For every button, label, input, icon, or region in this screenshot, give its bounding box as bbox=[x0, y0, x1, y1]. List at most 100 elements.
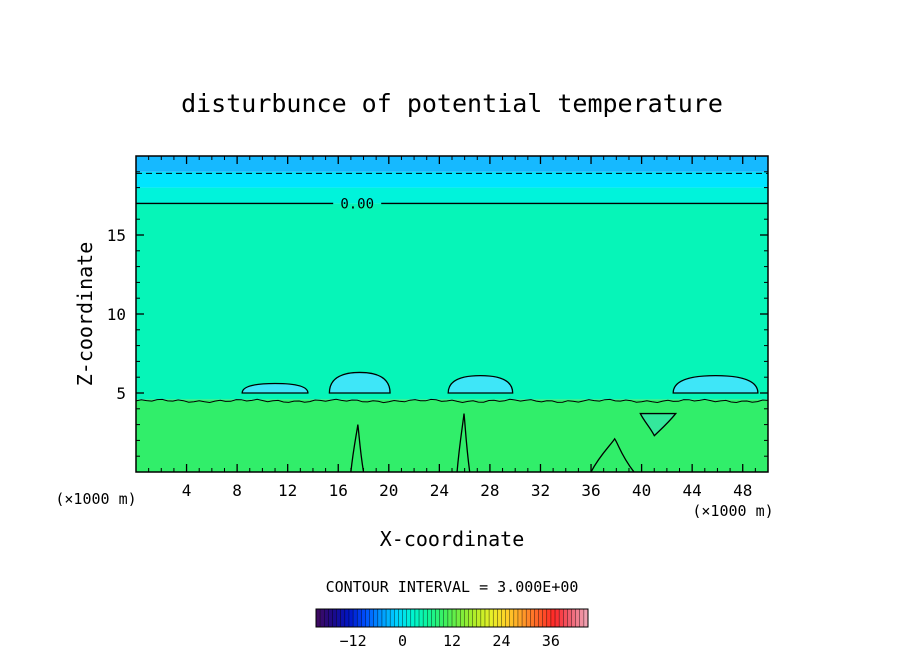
colorbar-swatch bbox=[427, 609, 432, 627]
colorbar-swatch bbox=[447, 609, 453, 627]
x-tick-label: 20 bbox=[379, 481, 398, 500]
colorbar-swatch bbox=[509, 609, 515, 627]
colorbar-swatch bbox=[452, 609, 457, 627]
x-tick-label: 12 bbox=[278, 481, 297, 500]
colorbar-swatch bbox=[353, 609, 358, 627]
colorbar-swatch bbox=[567, 609, 572, 627]
colorbar-swatch bbox=[381, 609, 387, 627]
field-band-1 bbox=[136, 203, 768, 400]
colorbar-swatch bbox=[456, 609, 461, 627]
colorbar-swatch bbox=[559, 609, 564, 627]
colorbar-swatch bbox=[563, 609, 568, 627]
colorbar-swatch bbox=[390, 609, 395, 627]
contour-label: 0.00 bbox=[340, 196, 374, 212]
y-axis-label: Z-coordinate bbox=[73, 242, 97, 387]
colorbar-swatch bbox=[324, 609, 329, 627]
y-tick-label: 15 bbox=[107, 226, 126, 245]
colorbar-swatch bbox=[332, 609, 337, 627]
feature-contour-lobe-7 bbox=[639, 412, 678, 437]
field-band-0 bbox=[136, 399, 768, 472]
colorbar-swatch bbox=[344, 609, 350, 627]
colorbar-swatch bbox=[316, 609, 321, 627]
x-tick-label: 4 bbox=[182, 481, 192, 500]
feature-cool-bubble-1 bbox=[328, 371, 391, 394]
field-shading bbox=[136, 156, 768, 472]
colorbar-swatch bbox=[402, 609, 407, 627]
colorbar-tick-label: 24 bbox=[492, 632, 510, 650]
colorbar-swatch bbox=[419, 609, 424, 627]
colorbar-swatch bbox=[340, 609, 346, 627]
colorbar-swatch bbox=[377, 609, 383, 627]
colorbar-tick-label: 36 bbox=[542, 632, 560, 650]
colorbar-swatch bbox=[526, 609, 531, 627]
x-tick-label: 24 bbox=[430, 481, 449, 500]
x-tick-label: 48 bbox=[733, 481, 752, 500]
x-unit-left: (×1000 m) bbox=[55, 490, 136, 508]
colorbar-swatch bbox=[365, 609, 370, 627]
colorbar-swatch bbox=[497, 609, 502, 627]
colorbar-swatch bbox=[336, 609, 341, 627]
x-tick-label: 8 bbox=[232, 481, 242, 500]
colorbar-swatch bbox=[484, 609, 490, 627]
colorbar-swatch bbox=[579, 609, 585, 627]
field-band-3 bbox=[136, 171, 768, 188]
colorbar-swatch bbox=[373, 609, 379, 627]
feature-cool-bubble-3 bbox=[672, 374, 759, 394]
colorbar-swatch bbox=[534, 609, 539, 627]
colorbar-swatch bbox=[555, 609, 560, 627]
feature-contour-plume-4 bbox=[350, 424, 365, 472]
contour-lines: 0.00 bbox=[136, 172, 768, 472]
x-tick-label: 40 bbox=[632, 481, 651, 500]
field-band-2 bbox=[136, 187, 768, 204]
colorbar-swatch bbox=[472, 609, 477, 627]
colorbar-swatch bbox=[460, 609, 465, 627]
chart-title: disturbunce of potential temperature bbox=[181, 89, 723, 118]
y-axis: 5 10 15 bbox=[107, 171, 768, 457]
colorbar-swatch bbox=[505, 609, 510, 627]
colorbar-swatch bbox=[476, 609, 482, 627]
colorbar-swatch bbox=[431, 609, 436, 627]
contour-interval-note: CONTOUR INTERVAL = 3.000E+00 bbox=[326, 578, 579, 596]
colorbar: −12 0 12 24 36 bbox=[315, 608, 589, 650]
x-tick-label: 32 bbox=[531, 481, 550, 500]
colorbar-swatch bbox=[489, 609, 494, 627]
x-tick-label: 36 bbox=[581, 481, 600, 500]
colorbar-tick-label: −12 bbox=[340, 632, 367, 650]
colorbar-swatch bbox=[357, 609, 362, 627]
colorbar-swatch bbox=[501, 609, 506, 627]
colorbar-swatch bbox=[423, 609, 428, 627]
colorbar-swatch bbox=[394, 609, 399, 627]
colorbar-swatch bbox=[517, 609, 523, 627]
colorbar-swatch bbox=[439, 609, 444, 627]
colorbar-swatch bbox=[410, 609, 416, 627]
colorbar-swatch bbox=[530, 609, 535, 627]
feature-cool-bubble-0 bbox=[241, 382, 309, 394]
x-tick-label: 28 bbox=[480, 481, 499, 500]
colorbar-swatch bbox=[522, 609, 527, 627]
colorbar-swatch bbox=[513, 609, 519, 627]
colorbar-swatch bbox=[493, 609, 498, 627]
x-tick-label: 44 bbox=[683, 481, 702, 500]
colorbar-swatch bbox=[386, 609, 391, 627]
colorbar-swatch bbox=[468, 609, 473, 627]
colorbar-swatch bbox=[320, 609, 325, 627]
colorbar-tick-label: 12 bbox=[443, 632, 461, 650]
feature-contour-plume-6 bbox=[590, 437, 635, 472]
x-axis-label: X-coordinate bbox=[380, 527, 525, 551]
colorbar-swatch bbox=[406, 609, 411, 627]
colorbar-swatch bbox=[328, 609, 333, 627]
colorbar-swatch bbox=[464, 609, 469, 627]
colorbar-swatch bbox=[538, 609, 543, 627]
colorbar-tick-label: 0 bbox=[398, 632, 407, 650]
feature-contour-plume-5 bbox=[456, 413, 471, 472]
feature-cool-bubble-2 bbox=[447, 374, 514, 394]
colorbar-swatch bbox=[348, 609, 354, 627]
colorbar-swatch bbox=[369, 609, 374, 627]
colorbar-swatch bbox=[571, 609, 576, 627]
x-unit-right: (×1000 m) bbox=[692, 502, 773, 520]
colorbar-swatch bbox=[575, 609, 580, 627]
x-tick-label: 16 bbox=[329, 481, 348, 500]
field-band-4 bbox=[136, 156, 768, 172]
colorbar-swatch bbox=[480, 609, 486, 627]
